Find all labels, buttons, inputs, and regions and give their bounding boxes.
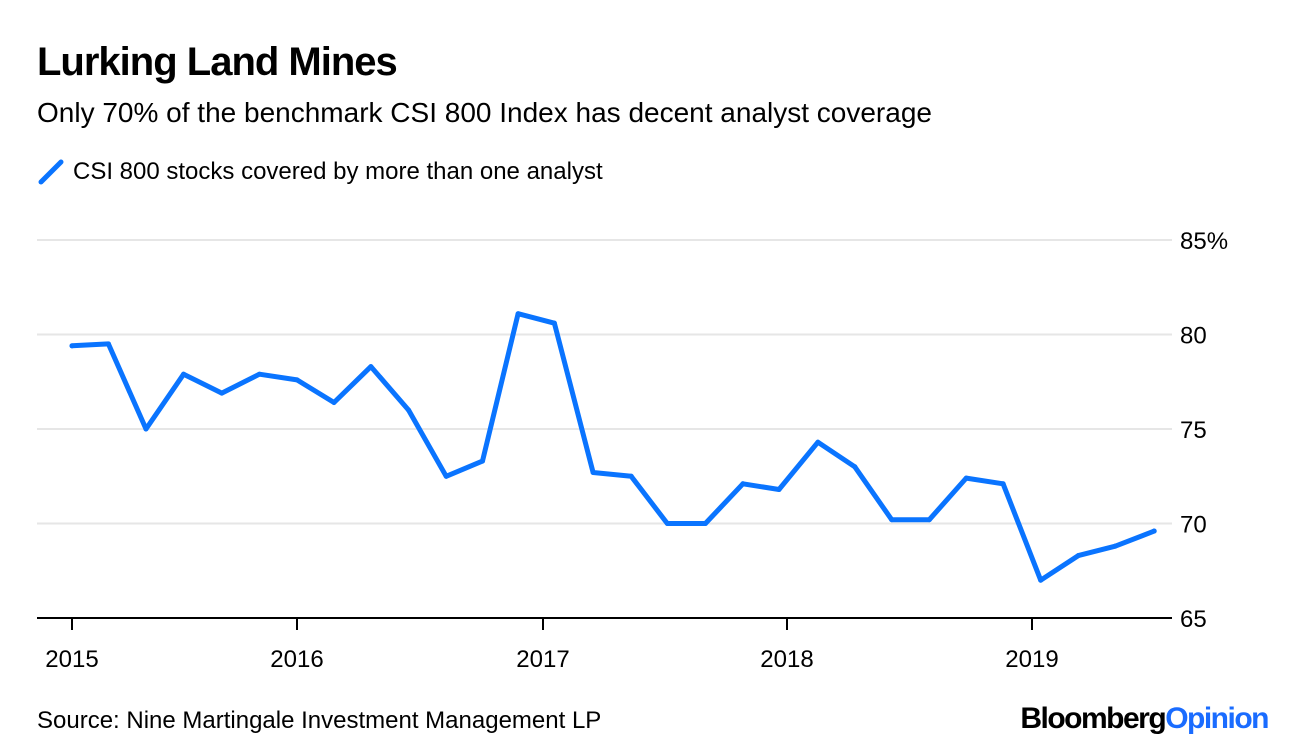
data-point (664, 521, 670, 526)
data-point (515, 311, 521, 317)
data-point (590, 469, 596, 475)
y-tick-label: 80 (1180, 323, 1207, 350)
y-tick-label: 75 (1180, 417, 1207, 444)
data-point (406, 407, 412, 413)
data-point (889, 517, 895, 523)
bloomberg-opinion-logo: BloombergOpinion (1020, 702, 1269, 735)
data-point (815, 439, 821, 445)
x-tick-label: 2015 (45, 646, 98, 673)
x-tick-label: 2019 (1005, 646, 1058, 673)
x-tick-label: 2017 (516, 646, 569, 673)
data-point (551, 320, 557, 326)
data-point (926, 517, 932, 523)
legend: CSI 800 stocks covered by more than one … (37, 158, 603, 186)
data-point (105, 341, 111, 347)
data-point (143, 426, 149, 432)
data-point (368, 364, 374, 370)
legend-label: CSI 800 stocks covered by more than one … (73, 158, 603, 185)
data-point (963, 475, 969, 481)
data-point (294, 377, 300, 383)
data-point (1151, 528, 1157, 534)
data-point (480, 458, 486, 464)
data-point (702, 521, 708, 526)
data-point (181, 371, 187, 377)
chart-subtitle: Only 70% of the benchmark CSI 800 Index … (37, 97, 932, 128)
y-tick-label: 70 (1180, 512, 1207, 539)
x-tick-label: 2016 (270, 646, 323, 673)
data-point (740, 481, 746, 487)
data-point (1038, 577, 1044, 583)
data-point (776, 486, 782, 492)
data-point (219, 390, 225, 396)
data-point (443, 473, 449, 479)
data-point (331, 400, 337, 406)
data-point (256, 371, 262, 377)
y-tick-label: 85% (1180, 228, 1228, 255)
source-note: Source: Nine Martingale Investment Manag… (37, 707, 602, 734)
data-point (1112, 543, 1118, 549)
series-line (69, 311, 1157, 583)
data-point (1075, 553, 1081, 559)
x-tick-label: 2018 (760, 646, 813, 673)
data-point (628, 473, 634, 479)
legend-line-icon (38, 159, 64, 185)
data-point (1000, 481, 1006, 487)
y-tick-label: 65 (1180, 606, 1207, 633)
chart-title: Lurking Land Mines (37, 40, 398, 84)
data-point (852, 464, 858, 470)
data-point (69, 343, 75, 349)
